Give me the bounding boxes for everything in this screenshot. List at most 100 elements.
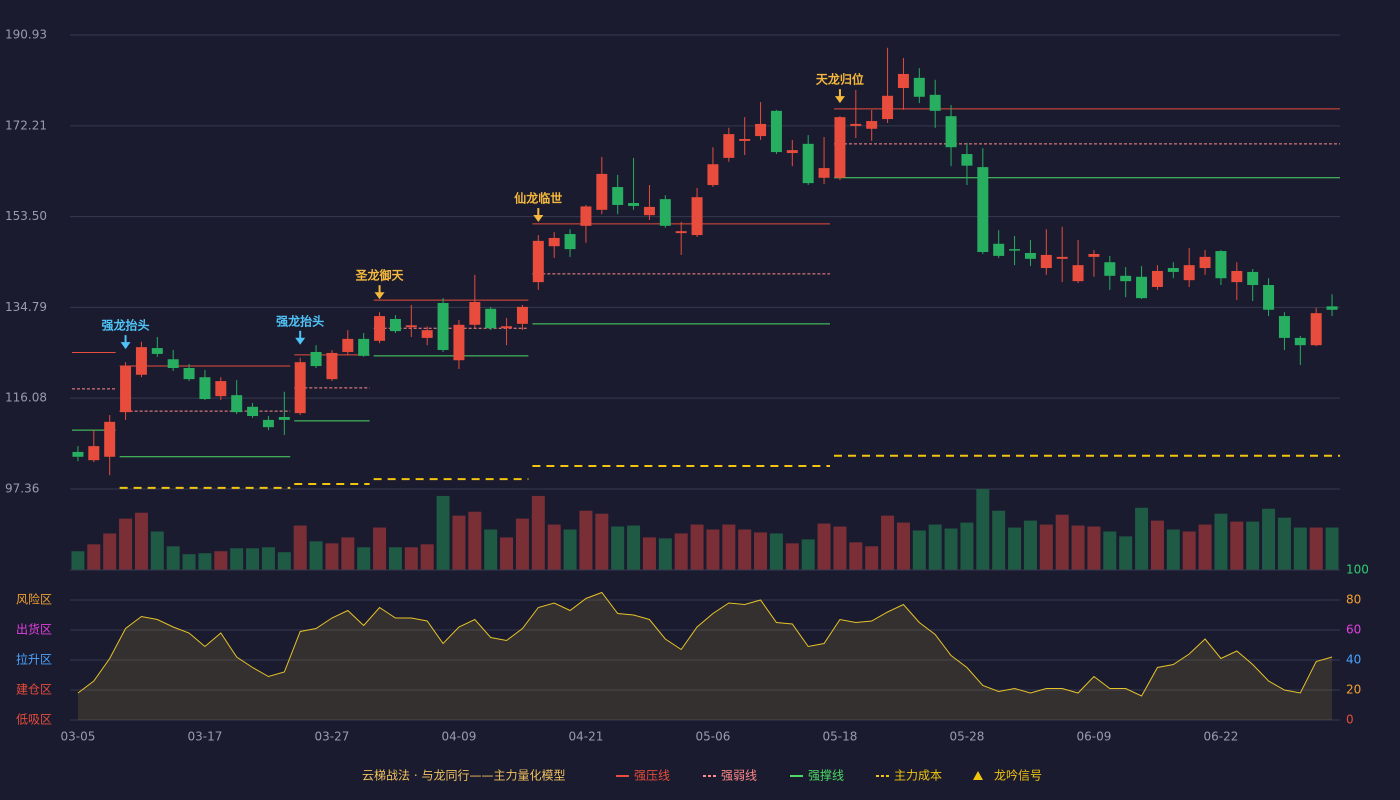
candle-body [104, 421, 116, 457]
candle-body [278, 416, 290, 420]
candle-body [1104, 262, 1116, 276]
volume-bar [1246, 521, 1260, 570]
candle-body [405, 325, 417, 328]
y-tick-label: 172.21 [5, 118, 47, 132]
zone-label: 低吸区 [16, 713, 52, 727]
volume-bar [960, 522, 974, 570]
candle-body [1151, 270, 1163, 287]
signal-arrow [120, 342, 131, 350]
candle-body [183, 367, 195, 380]
volume-bar [357, 547, 371, 570]
candle-body [929, 94, 941, 111]
volume-bar [1055, 514, 1069, 570]
volume-bar [1293, 527, 1307, 570]
y-tick-label: 190.93 [5, 28, 47, 42]
volume-bar [246, 548, 260, 570]
zone-label: 拉升区 [16, 652, 52, 667]
signal-arrow [834, 96, 845, 104]
x-tick-label: 03-05 [61, 730, 96, 744]
candle-body [1009, 249, 1021, 251]
volume-bar [1182, 531, 1196, 570]
candle-body [1167, 268, 1179, 272]
volume-bar [166, 546, 180, 570]
x-tick-label: 06-22 [1204, 730, 1239, 744]
volume-bar [325, 543, 339, 570]
legend-label: 强撑线 [808, 768, 844, 783]
indicator-area [77, 592, 1333, 720]
candle-body [326, 352, 338, 380]
candle-body [1326, 306, 1338, 310]
candle-body [485, 308, 497, 329]
y-tick-label: 153.50 [5, 209, 47, 223]
volume-bar [849, 542, 863, 570]
volume-bar [150, 531, 164, 570]
candle-body [897, 73, 909, 89]
candle-body [167, 359, 179, 368]
candle-body [659, 199, 671, 226]
indicator-tick-label: 80 [1346, 593, 1361, 607]
candle-body [850, 123, 862, 126]
candle-body [358, 338, 370, 356]
zone-label: 出货区 [16, 622, 52, 637]
candle-body [1072, 265, 1084, 282]
volume-bar [563, 529, 577, 570]
candle-body [437, 302, 449, 351]
candle-body [802, 143, 814, 184]
candle-body [453, 324, 465, 361]
candle-body [1310, 313, 1322, 346]
volume-bar [1071, 525, 1085, 570]
volume-bar [261, 547, 275, 570]
volume-bar [1166, 529, 1180, 570]
volume-bar [1214, 513, 1228, 570]
candle-body [564, 234, 576, 250]
candle-body [945, 116, 957, 148]
y-tick-label: 116.08 [5, 391, 47, 405]
candle-body [1183, 265, 1195, 281]
candle-body [1136, 276, 1148, 299]
volume-bar [833, 526, 847, 570]
volume-bar [214, 551, 228, 570]
candle-body [913, 77, 925, 97]
candle-body [135, 347, 147, 375]
volume-bar [881, 515, 895, 570]
volume-bar [230, 548, 244, 570]
volume-bar [1198, 524, 1212, 570]
volume-bar [420, 544, 434, 570]
candle-body [882, 95, 894, 120]
x-tick-label: 05-28 [950, 730, 985, 744]
candle-body [501, 326, 513, 329]
signal-label: 圣龙御天 [355, 268, 405, 283]
indicator-tick-label: 0 [1346, 713, 1354, 727]
candle-body [469, 302, 481, 325]
candle-body [1263, 285, 1275, 310]
volume-bar [690, 524, 704, 570]
signal-label: 强龙抬头 [102, 318, 150, 333]
volume-bar [388, 547, 402, 570]
candle-body [1120, 275, 1132, 282]
legend-symbol [973, 771, 983, 780]
volume-bar [1277, 517, 1291, 570]
volume-bar [674, 533, 688, 570]
candle-body [707, 164, 719, 186]
volume-bar [1103, 531, 1117, 570]
candle-body [215, 381, 227, 397]
volume-bar [1135, 507, 1149, 570]
candle-body [1040, 254, 1052, 269]
candle-body [691, 197, 703, 236]
volume-bar [627, 525, 641, 570]
legend-label: 强弱线 [721, 769, 757, 783]
volume-bar [119, 518, 133, 570]
candle-body [374, 316, 386, 341]
volume-bar [722, 524, 736, 570]
candle-body [1294, 337, 1306, 346]
candle-body [723, 134, 735, 158]
volume-bar [785, 543, 799, 570]
candle-body [72, 451, 84, 457]
volume-bar [738, 529, 752, 570]
volume-bar [1119, 536, 1133, 570]
volume-bar [1262, 508, 1276, 570]
volume-bar [341, 537, 355, 570]
volume-bar [642, 537, 656, 570]
volume-bar [754, 532, 768, 570]
candle-body [770, 110, 782, 153]
